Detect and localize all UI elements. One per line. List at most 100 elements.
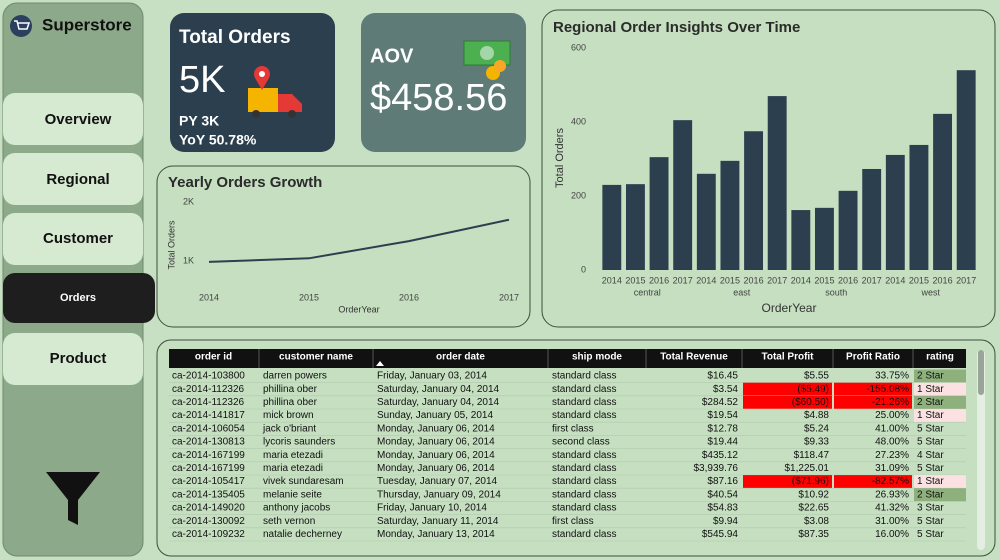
- table-cell: first class: [552, 516, 594, 527]
- sort-indicator: [376, 361, 384, 366]
- nav-label[interactable]: Customer: [43, 230, 113, 247]
- table-cell: $9.94: [713, 516, 738, 527]
- table-cell: $87.16: [707, 476, 738, 487]
- bar: [602, 184, 622, 270]
- table-cell: Monday, January 06, 2014: [377, 437, 495, 448]
- card-title: AOV: [370, 45, 414, 67]
- table-cell: phillina ober: [263, 384, 318, 395]
- bar: [791, 210, 811, 270]
- bar: [649, 157, 669, 270]
- table-cell: Saturday, January 04, 2014: [377, 384, 500, 395]
- table-cell: standard class: [552, 397, 616, 408]
- cart-icon: [14, 20, 31, 30]
- table-cell: ($5.49): [797, 384, 829, 395]
- table-cell: -82.57%: [872, 476, 909, 487]
- nav-regional[interactable]: Regional: [3, 153, 143, 205]
- nav-customer[interactable]: Customer: [3, 213, 143, 265]
- x-tick-label: 2017: [499, 292, 519, 302]
- nav-product[interactable]: Product: [3, 333, 143, 385]
- table-cell: ($60.50): [792, 397, 829, 408]
- table-cell: 25.00%: [875, 410, 909, 421]
- x-tick-label: 2015: [909, 275, 929, 285]
- x-tick-label: 2017: [956, 275, 976, 285]
- x-tick-label: 2016: [649, 275, 669, 285]
- nav-orders[interactable]: Orders: [3, 273, 155, 323]
- table-cell: $545.94: [702, 529, 739, 540]
- table-cell: $9.33: [804, 437, 829, 448]
- column-header[interactable]: ship mode: [572, 352, 622, 363]
- table-cell: ca-2014-103800: [172, 371, 245, 382]
- card-previous: PY 3K: [179, 113, 219, 129]
- table-cell: darren powers: [263, 371, 327, 382]
- y-axis-title: Total Orders: [554, 128, 566, 188]
- table-cell: 16.00%: [875, 529, 909, 540]
- table-cell: Friday, January 10, 2014: [377, 503, 487, 514]
- table-cell: $284.52: [702, 397, 739, 408]
- bar: [625, 184, 645, 270]
- x-tick-label: 2015: [814, 275, 834, 285]
- scroll-thumb[interactable]: [978, 350, 984, 395]
- table-cell: 26.93%: [875, 489, 909, 500]
- table-cell: 4 Star: [917, 450, 944, 461]
- column-header[interactable]: Total Profit: [761, 352, 814, 363]
- card-value: 5K: [179, 59, 225, 101]
- x-axis-title: OrderYear: [338, 304, 379, 314]
- column-header[interactable]: customer name: [279, 352, 353, 363]
- bar: [767, 96, 787, 270]
- table-cell: 27.23%: [875, 450, 909, 461]
- table-cell: ca-2014-167199: [172, 450, 245, 461]
- table-cell: 3 Star: [917, 503, 944, 514]
- table-cell: first class: [552, 423, 594, 434]
- line-series: [208, 218, 510, 263]
- table-cell: standard class: [552, 529, 616, 540]
- x-tick-label: 2017: [862, 275, 882, 285]
- chart-title: Yearly Orders Growth: [168, 174, 322, 191]
- table-cell: 2 Star: [917, 371, 944, 382]
- nav-label[interactable]: Regional: [46, 171, 109, 188]
- table-cell: $16.45: [707, 371, 738, 382]
- x-tick-label: 2015: [720, 275, 740, 285]
- table-cell: $118.47: [794, 450, 830, 461]
- y-tick-label: 1K: [183, 256, 194, 266]
- table-cell: $22.65: [798, 503, 829, 514]
- table-cell: 2 Star: [917, 397, 944, 408]
- column-header[interactable]: Profit Ratio: [846, 352, 900, 363]
- negative-highlight: [743, 395, 832, 409]
- table-cell: Monday, January 06, 2014: [377, 450, 495, 461]
- y-tick-label: 2K: [183, 196, 194, 206]
- table-cell: Friday, January 03, 2014: [377, 371, 487, 382]
- scrollbar: [977, 350, 985, 550]
- table-cell: -155.08%: [866, 384, 909, 395]
- table-header: [169, 349, 966, 368]
- nav-label[interactable]: Product: [50, 350, 107, 367]
- line-panel: [156, 165, 531, 328]
- nav-overview[interactable]: Overview: [3, 93, 143, 145]
- table-cell: ca-2014-109232: [172, 529, 245, 540]
- nav-label[interactable]: Overview: [45, 111, 112, 128]
- card-yoy: YoY 50.78%: [179, 132, 257, 148]
- rating-highlight: [914, 409, 966, 423]
- column-header[interactable]: Total Revenue: [660, 352, 728, 363]
- table-cell: standard class: [552, 371, 616, 382]
- table-cell: 5 Star: [917, 463, 944, 474]
- table-cell: ca-2014-135405: [172, 489, 245, 500]
- table-cell: 41.32%: [875, 503, 909, 514]
- bar: [933, 113, 953, 270]
- column-header[interactable]: order date: [436, 352, 485, 363]
- column-header[interactable]: order id: [195, 352, 232, 363]
- column-header[interactable]: rating: [926, 352, 954, 363]
- filter-icon[interactable]: [46, 472, 100, 525]
- table-cell: standard class: [552, 450, 616, 461]
- table-cell: -21.26%: [872, 397, 909, 408]
- table-cell: 33.75%: [875, 371, 909, 382]
- table-cell: 5 Star: [917, 529, 944, 540]
- table-cell: standard class: [552, 503, 616, 514]
- card-value: $458.56: [370, 77, 507, 119]
- x-tick-label: 2017: [767, 275, 787, 285]
- group-label: west: [920, 287, 940, 297]
- table-cell: 48.00%: [875, 437, 909, 448]
- x-tick-label: 2014: [791, 275, 811, 285]
- nav-label[interactable]: Orders: [60, 292, 96, 304]
- x-tick-label: 2017: [673, 275, 693, 285]
- table-cell: ($71.96): [792, 476, 829, 487]
